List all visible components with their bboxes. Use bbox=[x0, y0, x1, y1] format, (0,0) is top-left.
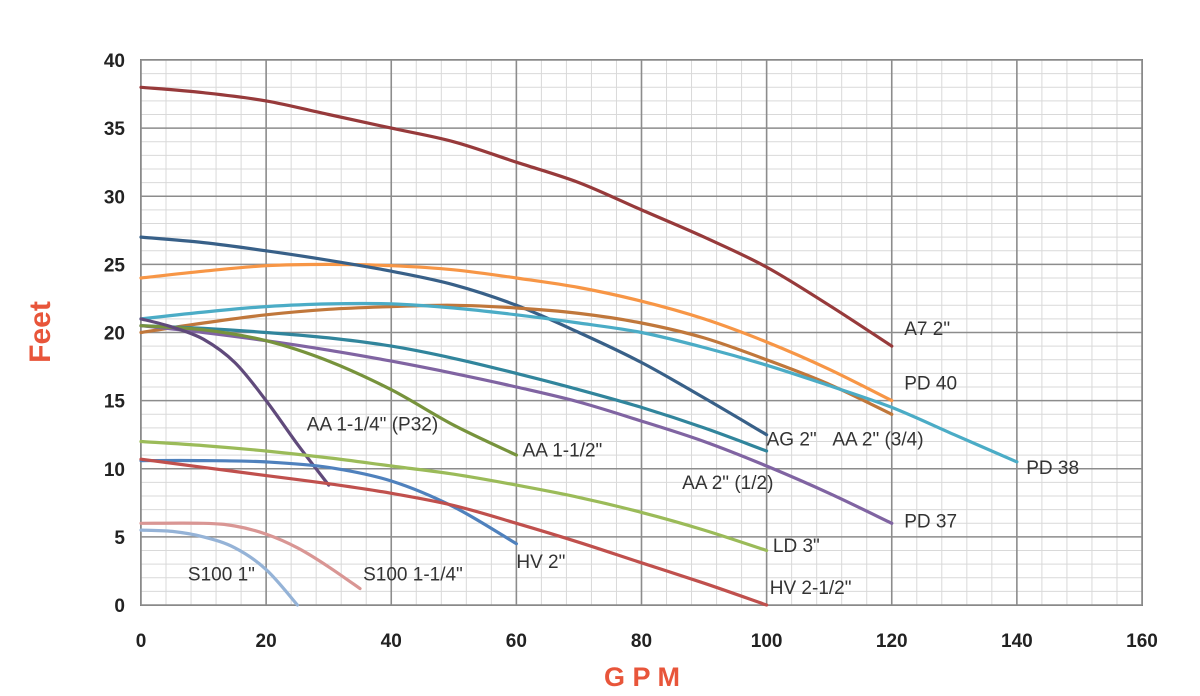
curve-label: AA 2" (1/2) bbox=[682, 473, 773, 494]
tick-labels: 0 20 40 60 80 100 120 140 160 0 5 10 15 20 25 30 35 40 bbox=[104, 51, 1158, 652]
y-tick-label: 15 bbox=[104, 392, 126, 413]
curve-label: PD 37 bbox=[904, 511, 957, 532]
y-tick-label: 35 bbox=[104, 119, 126, 140]
y-tick-label: 20 bbox=[104, 324, 125, 345]
x-tick-label: 0 bbox=[136, 631, 147, 652]
series-line bbox=[139, 317, 331, 487]
x-axis-title: G P M bbox=[604, 662, 680, 692]
x-tick-label: 100 bbox=[751, 631, 783, 652]
y-tick-label: 5 bbox=[114, 528, 125, 549]
series-line bbox=[139, 235, 769, 437]
curve-label: PD 38 bbox=[1026, 458, 1079, 479]
x-tick-label: 60 bbox=[506, 631, 527, 652]
series-layer bbox=[139, 85, 1019, 607]
curve-label: AA 2" (3/4) bbox=[832, 430, 923, 451]
curve-label: A7 2" bbox=[904, 319, 950, 340]
curve-label: AA 1-1/4" (P32) bbox=[307, 415, 438, 436]
x-tick-label: 160 bbox=[1126, 631, 1158, 652]
major-gridlines bbox=[140, 59, 1143, 606]
series-line bbox=[139, 262, 894, 403]
y-tick-label: 40 bbox=[104, 51, 125, 72]
x-tick-label: 40 bbox=[381, 631, 402, 652]
series-line bbox=[139, 457, 769, 607]
series-line bbox=[139, 324, 769, 453]
y-tick-label: 10 bbox=[104, 460, 125, 481]
x-tick-label: 80 bbox=[631, 631, 652, 652]
series-line bbox=[139, 439, 769, 553]
y-tick-label: 30 bbox=[104, 187, 125, 208]
x-tick-label: 140 bbox=[1001, 631, 1033, 652]
curve-label: S100 1" bbox=[188, 564, 255, 585]
series-line bbox=[139, 85, 894, 348]
curve-label: AG 2" bbox=[767, 430, 817, 451]
series-line bbox=[139, 324, 518, 457]
curve-label: S100 1-1/4" bbox=[363, 564, 463, 585]
curve-label: PD 40 bbox=[904, 374, 957, 395]
series-line bbox=[139, 528, 299, 607]
curve-label: HV 2-1/2" bbox=[770, 578, 852, 599]
y-axis-title: Feet bbox=[24, 301, 57, 363]
series-line bbox=[139, 303, 894, 416]
curve-label: AA 1-1/2" bbox=[523, 440, 603, 461]
curve-labels: A7 2" PD 40 AG 2" AA 2" (3/4) PD 38 AA 2" (1/… bbox=[188, 319, 1079, 599]
x-tick-label: 20 bbox=[256, 631, 277, 652]
y-tick-label: 0 bbox=[114, 596, 125, 617]
curve-label: HV 2" bbox=[516, 552, 565, 573]
series-line bbox=[139, 521, 362, 591]
series-line bbox=[139, 301, 1019, 464]
curve-label: LD 3" bbox=[773, 536, 820, 557]
x-tick-label: 120 bbox=[876, 631, 908, 652]
y-tick-label: 25 bbox=[104, 255, 126, 276]
